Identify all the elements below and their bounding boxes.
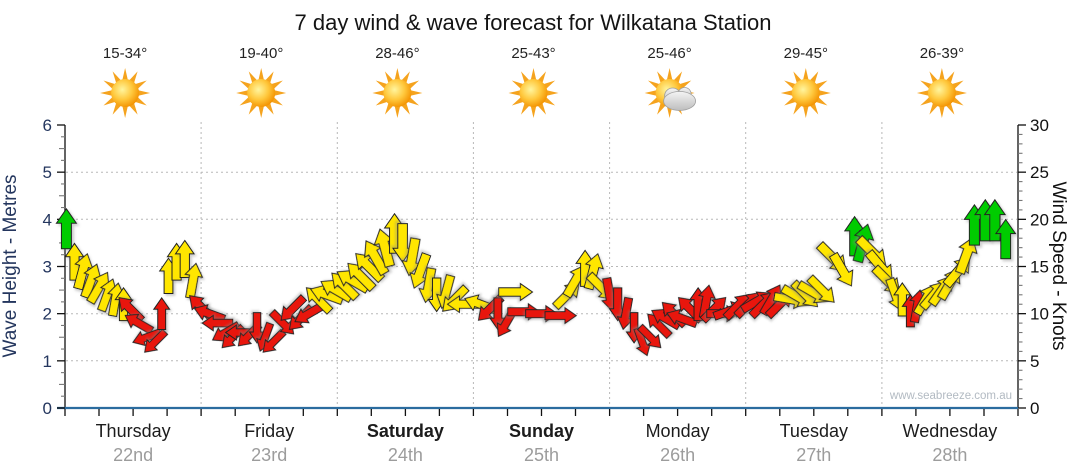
day-date-label: 25th	[524, 445, 559, 465]
sunny-icon	[372, 68, 423, 118]
day-name-label: Sunday	[509, 421, 574, 441]
day-name-label: Wednesday	[903, 421, 998, 441]
wind-axis-tick-label: 15	[1030, 258, 1049, 277]
temp-range-label: 29-45°	[784, 45, 828, 62]
wind-arrow-yellow	[498, 282, 534, 302]
page-title: 7 day wind & wave forecast for Wilkatana…	[295, 10, 772, 35]
day-name-label: Monday	[646, 421, 710, 441]
wave-axis-tick-label: 3	[43, 258, 52, 277]
wind-arrow-red	[124, 313, 155, 335]
wind-arrow-yellow	[806, 274, 835, 303]
day-name-label: Tuesday	[780, 421, 848, 441]
temp-range-label: 19-40°	[239, 45, 283, 62]
partly-cloudy-icon	[644, 68, 696, 118]
wind-arrow-red	[544, 306, 578, 325]
wind-axis-tick-label: 10	[1030, 305, 1049, 324]
day-date-label: 22nd	[113, 445, 153, 465]
sunny-icon	[508, 68, 559, 118]
wave-axis-tick-label: 2	[43, 305, 52, 324]
wind-axis-tick-label: 30	[1030, 116, 1049, 135]
chart-generated-layer: 0 1 2 3 4 5 6 0 5 10 15 20 25 30 15-34° Thursday 22nd 19-…	[43, 45, 1049, 465]
day-date-label: 26th	[660, 445, 695, 465]
left-axis-title: Wave Height - Metres	[0, 174, 21, 357]
wind-axis-tick-label: 25	[1030, 163, 1049, 182]
temp-range-label: 26-39°	[920, 45, 964, 62]
wind-arrow-yellow	[954, 236, 978, 276]
wave-axis-tick-label: 4	[43, 210, 52, 229]
sunny-icon	[236, 68, 287, 118]
day-date-label: 23rd	[251, 445, 287, 465]
wave-axis-tick-label: 6	[43, 116, 52, 135]
wind-arrow-red	[201, 314, 234, 332]
wind-arrow-green	[55, 207, 78, 250]
temp-range-label: 25-46°	[647, 45, 691, 62]
right-axis-title: Wind Speed - Knots	[1048, 182, 1069, 351]
wind-arrow-yellow	[174, 239, 196, 279]
cloud-icon	[663, 87, 696, 111]
day-date-label: 27th	[796, 445, 831, 465]
sunny-icon	[780, 68, 831, 118]
wind-arrow-green	[994, 218, 1017, 260]
wind-arrow-red	[280, 294, 308, 321]
sunny-icon	[916, 68, 967, 118]
wind-axis-tick-label: 0	[1030, 399, 1039, 418]
watermark: www.seabreeze.com.au	[889, 390, 1012, 402]
wind-arrow-red	[666, 308, 699, 329]
wave-axis-tick-label: 0	[43, 399, 52, 418]
temp-range-label: 28-46°	[375, 45, 419, 62]
wave-axis-tick-label: 1	[43, 352, 52, 371]
wave-axis-tick-label: 5	[43, 163, 52, 182]
day-date-label: 24th	[388, 445, 423, 465]
wind-axis-tick-label: 5	[1030, 352, 1039, 371]
day-name-label: Thursday	[96, 421, 171, 441]
wind-axis-tick-label: 20	[1030, 210, 1049, 229]
wind-arrow-yellow	[828, 251, 854, 287]
day-date-label: 28th	[932, 445, 967, 465]
wind-arrow-red	[636, 323, 662, 349]
sunny-icon	[100, 68, 151, 118]
temp-range-label: 15-34°	[103, 45, 147, 62]
day-name-label: Saturday	[367, 421, 444, 441]
temp-range-label: 25-43°	[511, 45, 555, 62]
wind-arrow-red	[144, 328, 169, 353]
wind-arrow-red	[152, 296, 171, 331]
day-name-label: Friday	[244, 421, 294, 441]
